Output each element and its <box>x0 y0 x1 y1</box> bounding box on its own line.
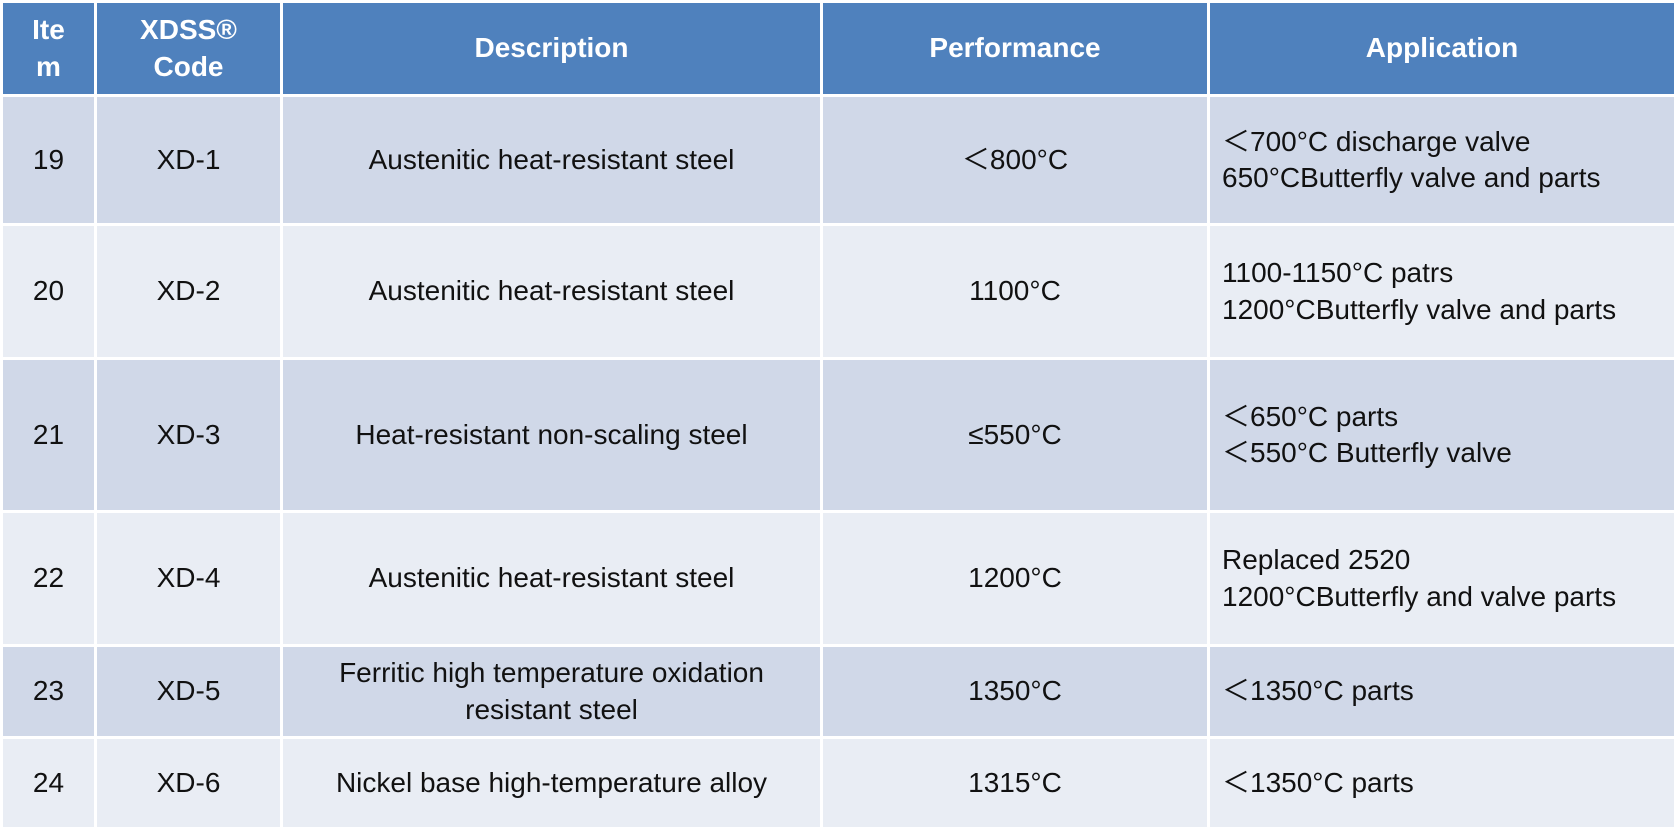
application-cell: ＜1350°C parts <box>1209 738 1674 829</box>
table-cell: 1200°C <box>822 512 1209 646</box>
table-cell: 20 <box>2 225 96 359</box>
application-cell: ＜650°C parts＜550°C Butterfly valve <box>1209 359 1674 512</box>
table-cell: XD-3 <box>96 359 282 512</box>
table-cell: 1100°C <box>822 225 1209 359</box>
table-cell: 1350°C <box>822 646 1209 738</box>
application-line: 1100-1150°C patrs <box>1222 255 1662 291</box>
application-line: ＜550°C Butterfly valve <box>1222 435 1662 471</box>
table-cell: 1315°C <box>822 738 1209 829</box>
table-cell: Austenitic heat-resistant steel <box>282 512 822 646</box>
application-line: ＜1350°C parts <box>1222 673 1662 709</box>
table-cell: XD-5 <box>96 646 282 738</box>
application-line: 650°CButterfly valve and parts <box>1222 160 1662 196</box>
table-cell: 23 <box>2 646 96 738</box>
table-cell: Ferritic high temperature oxidation resi… <box>282 646 822 738</box>
table-cell: XD-4 <box>96 512 282 646</box>
application-cell: ＜1350°C parts <box>1209 646 1674 738</box>
table-cell: XD-1 <box>96 96 282 225</box>
header-cell: XDSS® Code <box>96 2 282 96</box>
table-cell: Austenitic heat-resistant steel <box>282 225 822 359</box>
table-cell: Austenitic heat-resistant steel <box>282 96 822 225</box>
header-cell: Description <box>282 2 822 96</box>
header-cell: Item <box>2 2 96 96</box>
application-line: ＜1350°C parts <box>1222 765 1662 801</box>
table-cell: XD-6 <box>96 738 282 829</box>
application-line: ＜700°C discharge valve <box>1222 124 1662 160</box>
table-cell: 22 <box>2 512 96 646</box>
table-cell: Heat-resistant non-scaling steel <box>282 359 822 512</box>
table-cell: ≤550°C <box>822 359 1209 512</box>
table-cell: 19 <box>2 96 96 225</box>
table-cell: 24 <box>2 738 96 829</box>
application-line: 1200°CButterfly and valve parts <box>1222 579 1662 615</box>
application-line: 1200°CButterfly valve and parts <box>1222 292 1662 328</box>
application-line: Replaced 2520 <box>1222 542 1662 578</box>
application-line: ＜650°C parts <box>1222 399 1662 435</box>
header-cell: Performance <box>822 2 1209 96</box>
header-cell: Application <box>1209 2 1674 96</box>
table-cell: Nickel base high-temperature alloy <box>282 738 822 829</box>
table-cell: ＜800°C <box>822 96 1209 225</box>
table-cell: XD-2 <box>96 225 282 359</box>
table-cell: 21 <box>2 359 96 512</box>
